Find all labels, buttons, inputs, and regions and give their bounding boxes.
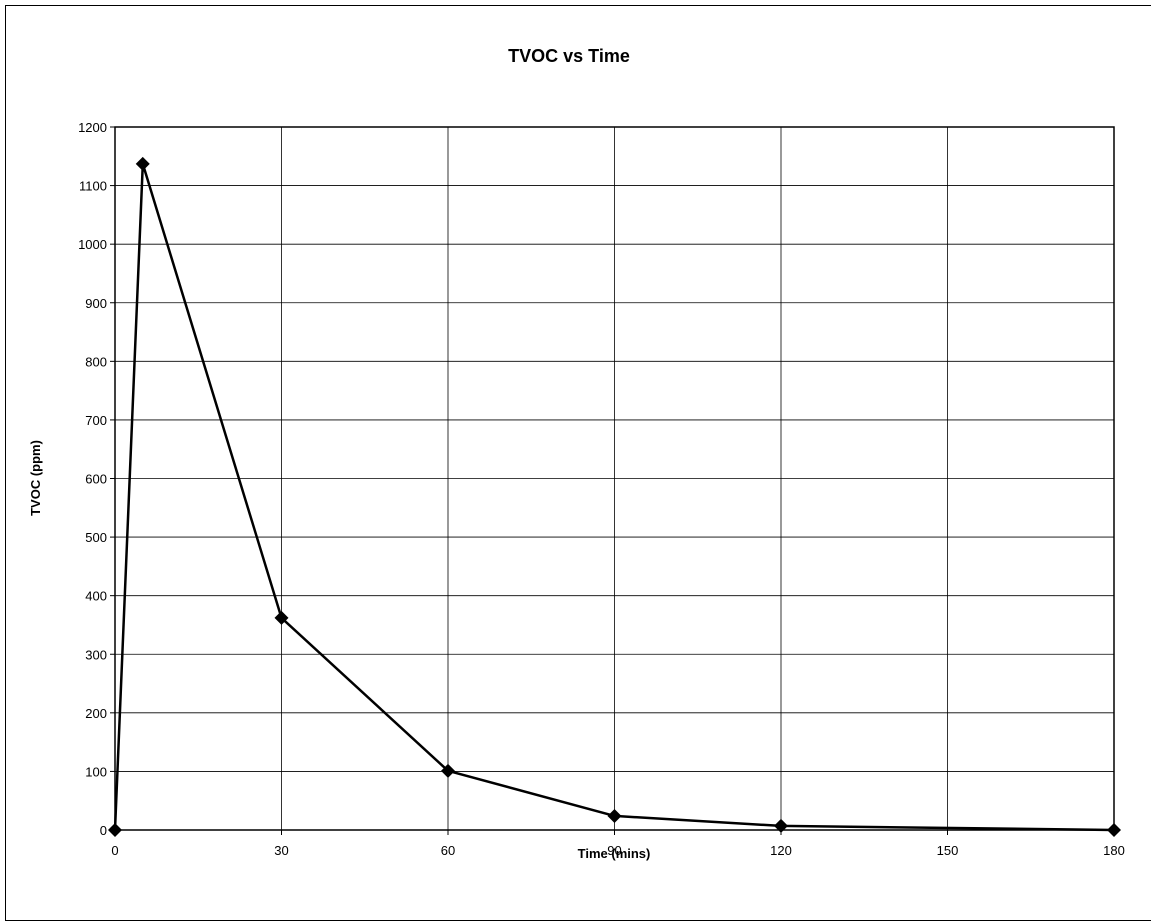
y-tick-label: 0 [100,823,107,838]
y-tick-label: 1100 [79,179,107,194]
y-tick-label: 100 [85,764,107,779]
y-tick-label: 600 [85,472,107,487]
chart-title: TVOC vs Time [508,46,630,66]
y-tick-label: 800 [85,354,107,369]
series-group [108,156,1121,837]
data-point-marker [1107,823,1121,837]
y-tick-label: 500 [85,530,107,545]
x-axis-ticks: 0 30 60 90 120 150 180 [111,830,1125,858]
y-axis-title: TVOC (ppm) [28,440,43,516]
x-tick-label: 180 [1103,843,1125,858]
x-tick-label: 150 [937,843,959,858]
data-point-marker [135,156,150,171]
grid [115,127,1114,830]
data-point-marker [774,818,788,833]
y-tick-label: 400 [85,589,107,604]
chart-frame [5,5,1151,921]
x-tick-label: 90 [607,843,621,858]
y-tick-label: 1000 [78,237,107,252]
x-tick-label: 60 [441,843,455,858]
y-tick-label: 700 [85,413,107,428]
y-axis-ticks: 0 100 200 300 400 500 600 700 800 900 1000 1100 1200 [78,120,115,838]
y-tick-label: 200 [85,706,107,721]
x-tick-label: 0 [111,843,118,858]
y-tick-label: 1200 [78,120,107,135]
data-point-marker [441,763,455,778]
data-point-marker [607,808,622,823]
x-tick-label: 30 [274,843,288,858]
x-tick-label: 120 [770,843,792,858]
y-tick-label: 900 [85,296,107,311]
x-axis-title: Time (mins) [578,846,651,861]
y-tick-label: 300 [85,647,107,662]
data-point-marker [274,610,289,625]
data-point-marker [108,823,122,837]
